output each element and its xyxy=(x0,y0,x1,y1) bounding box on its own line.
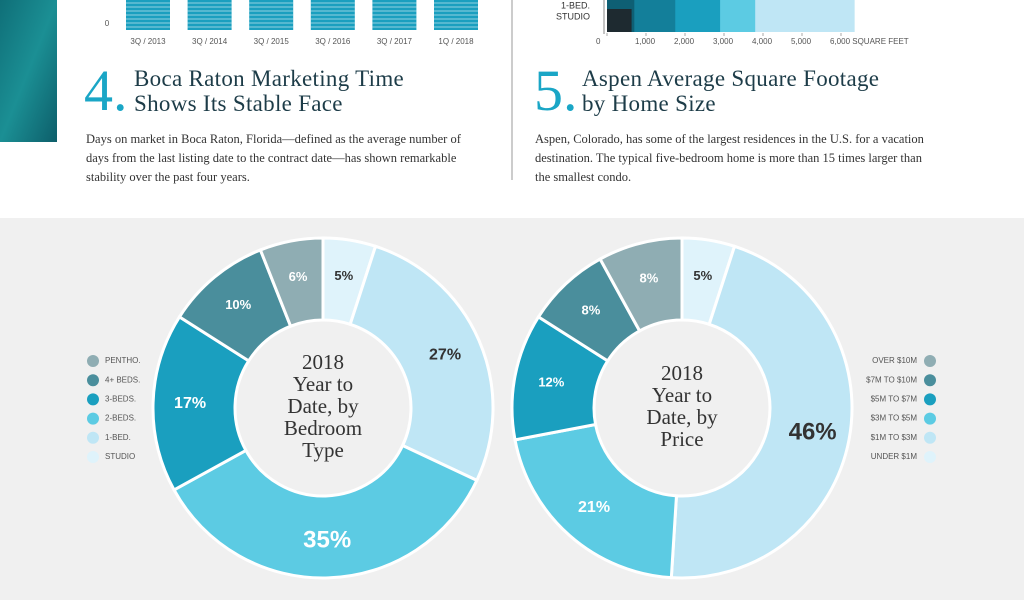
legend-swatch xyxy=(87,412,99,425)
center-text: Type xyxy=(302,438,344,462)
value-label: 6% xyxy=(289,269,308,284)
x-tick-label: 1Q / 2018 xyxy=(438,37,474,46)
x-tick-label: 3Q / 2017 xyxy=(377,37,413,46)
center-text: Year to xyxy=(293,372,353,396)
value-label: 10% xyxy=(225,297,251,312)
legend-swatch xyxy=(924,374,936,387)
bar xyxy=(372,0,417,30)
legend-swatch xyxy=(924,431,936,444)
legend-label: OVER $10M xyxy=(872,356,917,365)
title-line: Boca Raton Marketing Time xyxy=(134,66,405,91)
legend-label: $7M TO $10M xyxy=(866,375,917,384)
x-tick-label: 3Q / 2014 xyxy=(192,37,228,46)
legend-label: $3M TO $5M xyxy=(871,414,918,423)
ocean-photo xyxy=(0,0,57,142)
x-tick-label: 3,000 xyxy=(713,37,734,46)
legend-label: 4+ BEDS. xyxy=(105,375,140,384)
donut-slice xyxy=(348,244,495,483)
center-text: Year to xyxy=(652,383,712,407)
x-tick-label: 3Q / 2016 xyxy=(315,37,351,46)
center-text: 2018 xyxy=(661,361,703,385)
x-tick-label: 5,000 xyxy=(791,37,812,46)
value-label: 12% xyxy=(538,375,564,390)
bar-label: 1-BED. xyxy=(561,0,590,10)
x-tick-label: 0 xyxy=(596,37,601,46)
donut-slice xyxy=(258,236,325,329)
title-line: Aspen Average Square Footage xyxy=(582,66,880,91)
value-label: 5% xyxy=(693,268,712,283)
legend-label: PENTHO. xyxy=(105,356,141,365)
center-text: 2018 xyxy=(302,350,344,374)
section-numeral: 5. xyxy=(534,58,578,123)
legend-label: $1M TO $3M xyxy=(871,433,918,442)
x-tick-label: 4,000 xyxy=(752,37,773,46)
bar xyxy=(249,0,294,30)
section-numeral: 4. xyxy=(84,58,128,123)
y-tick-label: 0 xyxy=(105,19,110,28)
center-text: Date, by xyxy=(646,405,718,429)
donut-slice xyxy=(513,422,679,580)
legend-swatch xyxy=(924,393,936,406)
legend-label: STUDIO xyxy=(105,452,135,461)
x-tick-label: 3Q / 2015 xyxy=(254,37,290,46)
value-label: 5% xyxy=(334,268,353,283)
bar xyxy=(607,9,632,32)
bar xyxy=(187,0,232,30)
center-text: Price xyxy=(660,427,703,451)
value-label: 35% xyxy=(303,526,351,553)
value-label: 46% xyxy=(789,418,837,445)
value-label: 8% xyxy=(640,271,659,286)
bar xyxy=(434,0,478,30)
x-tick-label: 1,000 xyxy=(635,37,656,46)
title-line: Shows Its Stable Face xyxy=(134,91,343,116)
legend-swatch xyxy=(87,431,99,444)
legend-label: 3-BEDS. xyxy=(105,395,136,404)
donut-slice xyxy=(171,443,479,580)
value-label: 17% xyxy=(174,395,206,412)
value-label: 27% xyxy=(429,346,461,363)
legend-label: 2-BEDS. xyxy=(105,414,136,423)
x-tick-label: 3Q / 2013 xyxy=(130,37,166,46)
donut-slice xyxy=(598,236,684,333)
legend-swatch xyxy=(924,451,936,463)
title-line: by Home Size xyxy=(582,91,716,116)
center-text: Date, by xyxy=(287,394,359,418)
legend-swatch xyxy=(87,393,99,406)
legend-swatch xyxy=(924,355,936,367)
legend-swatch xyxy=(924,412,936,425)
legend-label: 1-BED. xyxy=(105,433,131,442)
legend-swatch xyxy=(87,374,99,387)
donut-slice xyxy=(669,244,854,580)
legend-swatch xyxy=(87,355,99,367)
section-body: Aspen, Colorado, has some of the largest… xyxy=(535,132,924,184)
section-body: Days on market in Boca Raton, Florida—de… xyxy=(86,132,461,184)
value-label: 21% xyxy=(578,499,610,516)
legend-swatch xyxy=(87,451,99,463)
bar xyxy=(126,0,170,30)
value-label: 8% xyxy=(582,302,601,317)
x-tick-label: 6,000 SQUARE FEET xyxy=(830,37,909,46)
section-title: Boca Raton Marketing Time Shows Its Stab… xyxy=(134,66,404,116)
x-tick-label: 2,000 xyxy=(674,37,695,46)
bar-label: STUDIO xyxy=(556,11,590,21)
legend-label: $5M TO $7M xyxy=(871,395,918,404)
section-title: Aspen Average Square Footage by Home Siz… xyxy=(582,66,879,116)
center-text: Bedroom xyxy=(284,416,362,440)
legend-label: UNDER $1M xyxy=(871,452,918,461)
bar xyxy=(310,0,355,30)
